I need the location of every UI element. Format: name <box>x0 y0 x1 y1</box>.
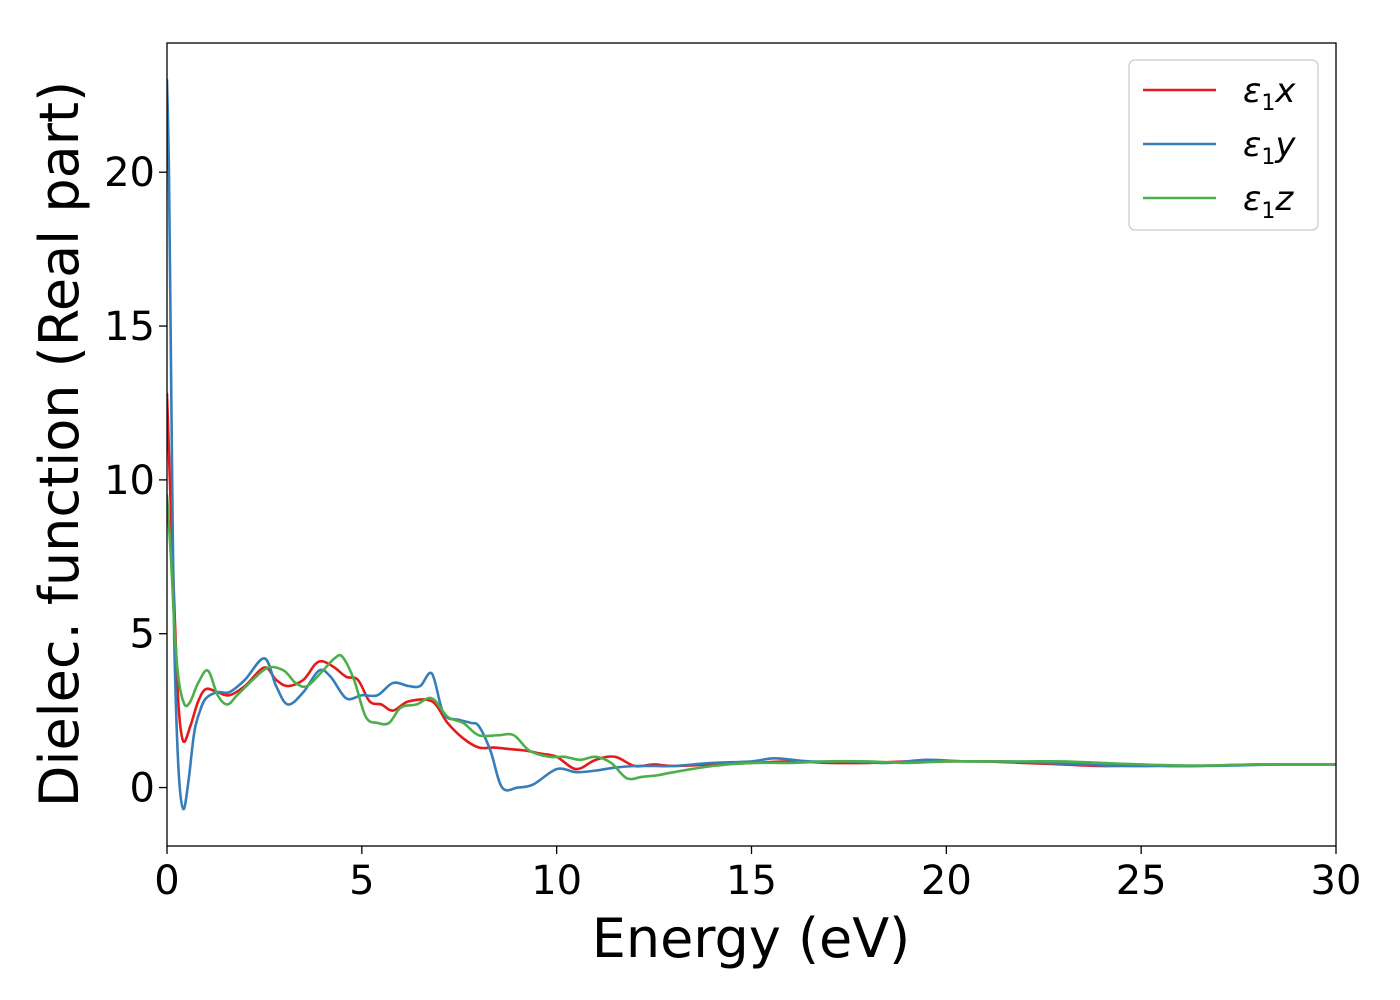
x-tick-label: 20 <box>921 858 972 904</box>
series-line-z <box>167 493 1336 781</box>
x-tick-label: 5 <box>349 858 374 904</box>
legend-label-z: ε1z <box>1243 179 1294 224</box>
series-layer <box>167 78 1336 811</box>
y-axis-ticks: 0 5 10 15 20 <box>104 150 167 812</box>
legend-label-y: ε1y <box>1243 125 1296 170</box>
legend-box <box>1128 59 1319 231</box>
legend: ε1x ε1y ε1z <box>1128 59 1319 231</box>
y-tick-label: 20 <box>104 150 155 196</box>
y-tick-label: 5 <box>130 612 155 658</box>
y-axis-label: Dielec. function (Real part) <box>28 81 91 807</box>
y-tick-label: 15 <box>104 304 155 350</box>
x-tick-label: 10 <box>531 858 582 904</box>
x-tick-label: 25 <box>1116 858 1167 904</box>
x-tick-label: 30 <box>1311 858 1362 904</box>
y-tick-label: 10 <box>104 458 155 504</box>
legend-label-x: ε1x <box>1243 71 1296 116</box>
x-tick-label: 15 <box>726 858 777 904</box>
x-axis-label: Energy (eV) <box>592 907 911 970</box>
x-tick-label: 0 <box>154 858 179 904</box>
x-axis-ticks: 0 5 10 15 20 25 30 <box>154 846 1361 904</box>
y-tick-label: 0 <box>130 766 155 812</box>
